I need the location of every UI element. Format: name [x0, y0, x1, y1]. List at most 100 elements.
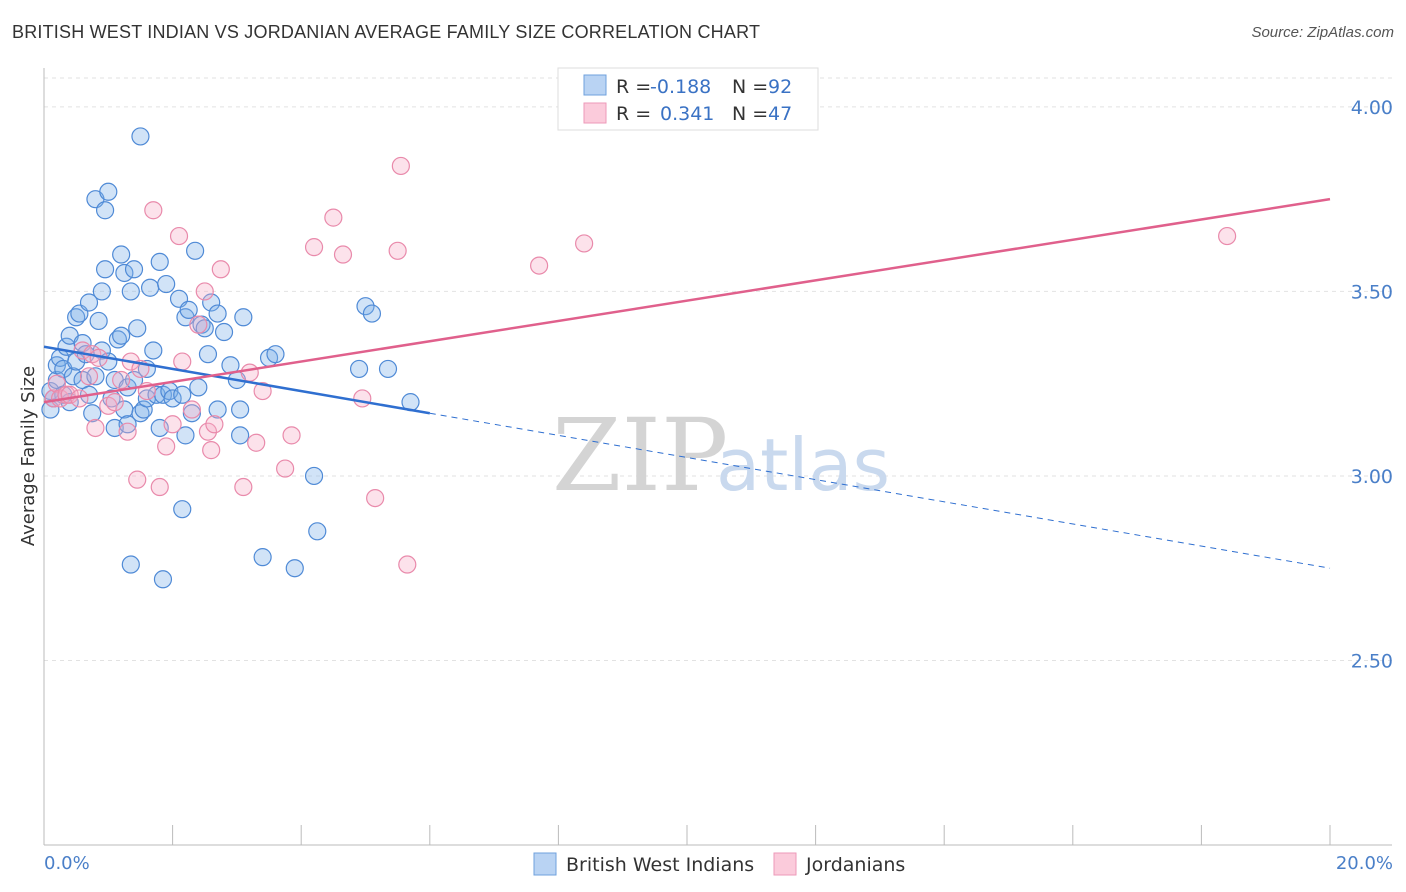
point-jordanians — [253, 381, 272, 401]
point-british-west-indians — [99, 182, 118, 201]
y-tick-label: 2.50 — [1351, 650, 1393, 672]
series-swatch-british-west-indians — [533, 852, 557, 876]
point-jordanians — [1218, 226, 1237, 246]
point-jordanians — [211, 260, 230, 279]
point-jordanians — [234, 477, 253, 497]
point-british-west-indians — [118, 415, 137, 434]
point-british-west-indians — [173, 500, 192, 519]
point-british-west-indians — [356, 297, 375, 316]
point-british-west-indians — [214, 322, 234, 342]
y-tick-label: 3.00 — [1351, 466, 1393, 488]
point-british-west-indians — [134, 400, 153, 419]
point-british-west-indians — [231, 426, 250, 445]
point-british-west-indians — [115, 263, 134, 283]
point-british-west-indians — [231, 400, 250, 419]
watermark-zip: ZIP — [552, 397, 728, 514]
point-british-west-indians — [86, 367, 105, 386]
point-british-west-indians — [121, 555, 140, 574]
point-jordanians — [118, 422, 137, 441]
point-jordanians — [366, 488, 385, 508]
point-jordanians — [575, 234, 594, 253]
point-british-west-indians — [63, 367, 83, 386]
point-british-west-indians — [234, 308, 253, 327]
trend-line-british-west-indians — [43, 345, 431, 415]
point-jordanians — [112, 370, 131, 390]
watermark: ZIP atlas — [552, 397, 890, 514]
legend-r-value-1: -0.188 — [650, 76, 711, 98]
point-jordanians — [150, 477, 169, 497]
y-axis-label: Average Family Size — [18, 366, 39, 546]
point-british-west-indians — [362, 304, 382, 323]
legend-n-value-1: 92 — [768, 76, 792, 98]
x-tick-label: 0.0% — [44, 853, 90, 874]
point-jordanians — [282, 426, 301, 445]
tick-labels: 2.50 3.00 3.50 4.00 0.0% 20.0% — [44, 97, 1393, 874]
trend-lines — [43, 197, 1331, 569]
series-legend: British West Indians Jordanians — [533, 852, 905, 876]
point-british-west-indians — [121, 282, 140, 301]
point-british-west-indians — [131, 127, 150, 146]
x-tick-label: 20.0% — [1336, 853, 1393, 874]
point-british-west-indians — [150, 252, 169, 272]
point-british-west-indians — [83, 404, 102, 423]
point-jordanians — [128, 470, 147, 489]
trend-line-jordanians — [43, 197, 1331, 404]
point-british-west-indians — [128, 319, 147, 338]
point-british-west-indians — [163, 389, 182, 408]
point-british-west-indians — [112, 326, 131, 345]
chart-title: BRITISH WEST INDIAN VS JORDANIAN AVERAGE… — [12, 22, 761, 42]
point-british-west-indians — [95, 201, 115, 220]
point-jordanians — [240, 363, 259, 382]
point-jordanians — [79, 367, 99, 386]
series-swatch-jordanians — [773, 852, 797, 876]
legend-r-label-1: R = — [616, 76, 651, 98]
point-jordanians — [333, 245, 353, 264]
point-jordanians — [388, 241, 407, 260]
point-british-west-indians — [189, 378, 208, 397]
point-jordanians — [324, 208, 343, 227]
point-british-west-indians — [153, 570, 173, 589]
y-tick-label: 3.50 — [1351, 281, 1393, 303]
point-jordanians — [195, 282, 214, 301]
point-jordanians — [198, 422, 218, 441]
correlation-legend: R = -0.188 N = 92 R = 0.341 N = 47 — [557, 67, 819, 131]
point-british-west-indians — [140, 278, 160, 297]
point-jordanians — [391, 156, 410, 176]
point-british-west-indians — [89, 311, 108, 331]
point-jordanians — [182, 400, 201, 419]
series-label-british-west-indians: British West Indians — [566, 854, 754, 876]
legend-swatch-blue — [583, 74, 607, 96]
legend-n-label-1: N = — [732, 76, 768, 98]
point-british-west-indians — [208, 400, 227, 419]
source-label: Source: ZipAtlas.com — [1251, 24, 1394, 41]
axes — [43, 68, 1392, 846]
y-tick-label: 4.00 — [1351, 97, 1393, 119]
point-jordanians — [163, 415, 182, 434]
watermark-atlas: atlas — [716, 423, 890, 507]
point-british-west-indians — [308, 522, 327, 541]
point-british-west-indians — [179, 300, 198, 319]
legend-n-value-2: 47 — [768, 103, 792, 125]
point-british-west-indians — [124, 260, 144, 279]
point-jordanians — [105, 393, 124, 412]
point-british-west-indians — [112, 245, 131, 264]
point-british-west-indians — [198, 345, 218, 364]
point-british-west-indians — [208, 304, 227, 323]
point-jordanians — [530, 256, 549, 275]
point-jordanians — [144, 201, 163, 220]
point-british-west-indians — [378, 359, 398, 379]
point-jordanians — [157, 437, 176, 456]
legend-swatch-pink — [583, 102, 607, 124]
point-jordanians — [205, 415, 224, 434]
point-jordanians — [173, 352, 192, 371]
point-british-west-indians — [349, 359, 369, 379]
point-british-west-indians — [173, 385, 192, 404]
legend-r-label-2: R = — [616, 103, 651, 125]
point-british-west-indians — [304, 466, 324, 486]
point-jordanians — [86, 418, 105, 438]
point-british-west-indians — [79, 293, 99, 312]
point-british-west-indians — [95, 260, 115, 279]
point-jordanians — [202, 441, 221, 460]
point-jordanians — [398, 555, 417, 574]
